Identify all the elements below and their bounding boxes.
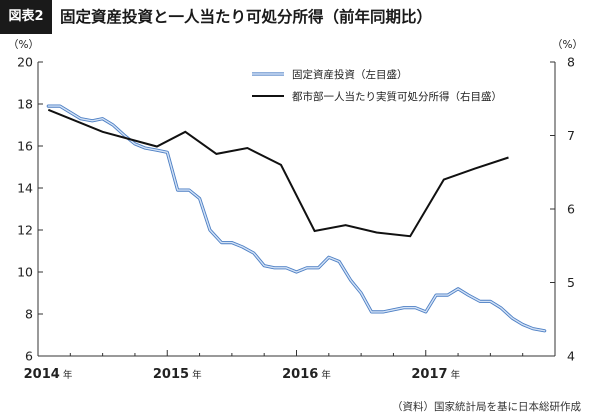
x-tick-year: 2016 — [282, 367, 318, 382]
y-left-tick-label: 10 — [17, 265, 33, 280]
x-tick-year-suffix: 年 — [63, 369, 73, 381]
x-tick-label: 2016 年 — [282, 367, 331, 382]
x-tick-label: 2017 年 — [411, 367, 460, 382]
legend-label: 都市部一人当たり実質可処分所得（右目盛） — [292, 90, 502, 103]
x-tick-year-suffix: 年 — [451, 369, 461, 381]
y-right-tick-label: 7 — [567, 128, 575, 143]
x-tick-year-suffix: 年 — [321, 369, 331, 381]
chart-title: 固定資産投資と一人当たり可処分所得（前年同期比） — [60, 8, 433, 26]
series-lines — [46, 104, 547, 333]
y-left-tick-label: 12 — [17, 223, 33, 238]
y-right-tick-label: 5 — [567, 275, 575, 290]
x-tick-label: 2015 年 — [153, 367, 202, 382]
y-right-tick-label: 4 — [567, 349, 575, 364]
y-left-tick-label: 16 — [17, 139, 33, 154]
figure-number-badge: 図表2 — [0, 0, 52, 34]
legend: 固定資産投資（左目盛） 都市部一人当たり実質可処分所得（右目盛） — [252, 68, 502, 103]
series-line-investment — [47, 105, 546, 332]
y-right-unit: （%） — [552, 39, 583, 51]
y-right-tick-label: 6 — [567, 202, 575, 217]
y-right-tick-label: 8 — [567, 55, 575, 70]
figure-header: 図表2 固定資産投資と一人当たり可処分所得（前年同期比） — [0, 0, 591, 34]
x-tick-year-suffix: 年 — [192, 369, 202, 381]
y-left-tick-label: 14 — [17, 181, 33, 196]
legend-label: 固定資産投資（左目盛） — [292, 68, 408, 81]
y-left-unit: （%） — [8, 39, 39, 51]
y-left-tick-label: 20 — [17, 55, 33, 70]
x-tick-year: 2014 — [24, 367, 60, 382]
y-left-tick-label: 6 — [25, 349, 33, 364]
y-left-tick-label: 18 — [17, 97, 33, 112]
x-tick-label: 2014 年 — [24, 367, 73, 382]
x-tick-year: 2015 — [153, 367, 189, 382]
series-line-investment-outline — [46, 104, 547, 333]
x-tick-year: 2017 — [411, 367, 447, 382]
y-left-tick-label: 8 — [25, 307, 33, 322]
series-line-income — [47, 108, 509, 238]
source-note: （資料）国家統計局を基に日本総研作成 — [392, 401, 581, 413]
